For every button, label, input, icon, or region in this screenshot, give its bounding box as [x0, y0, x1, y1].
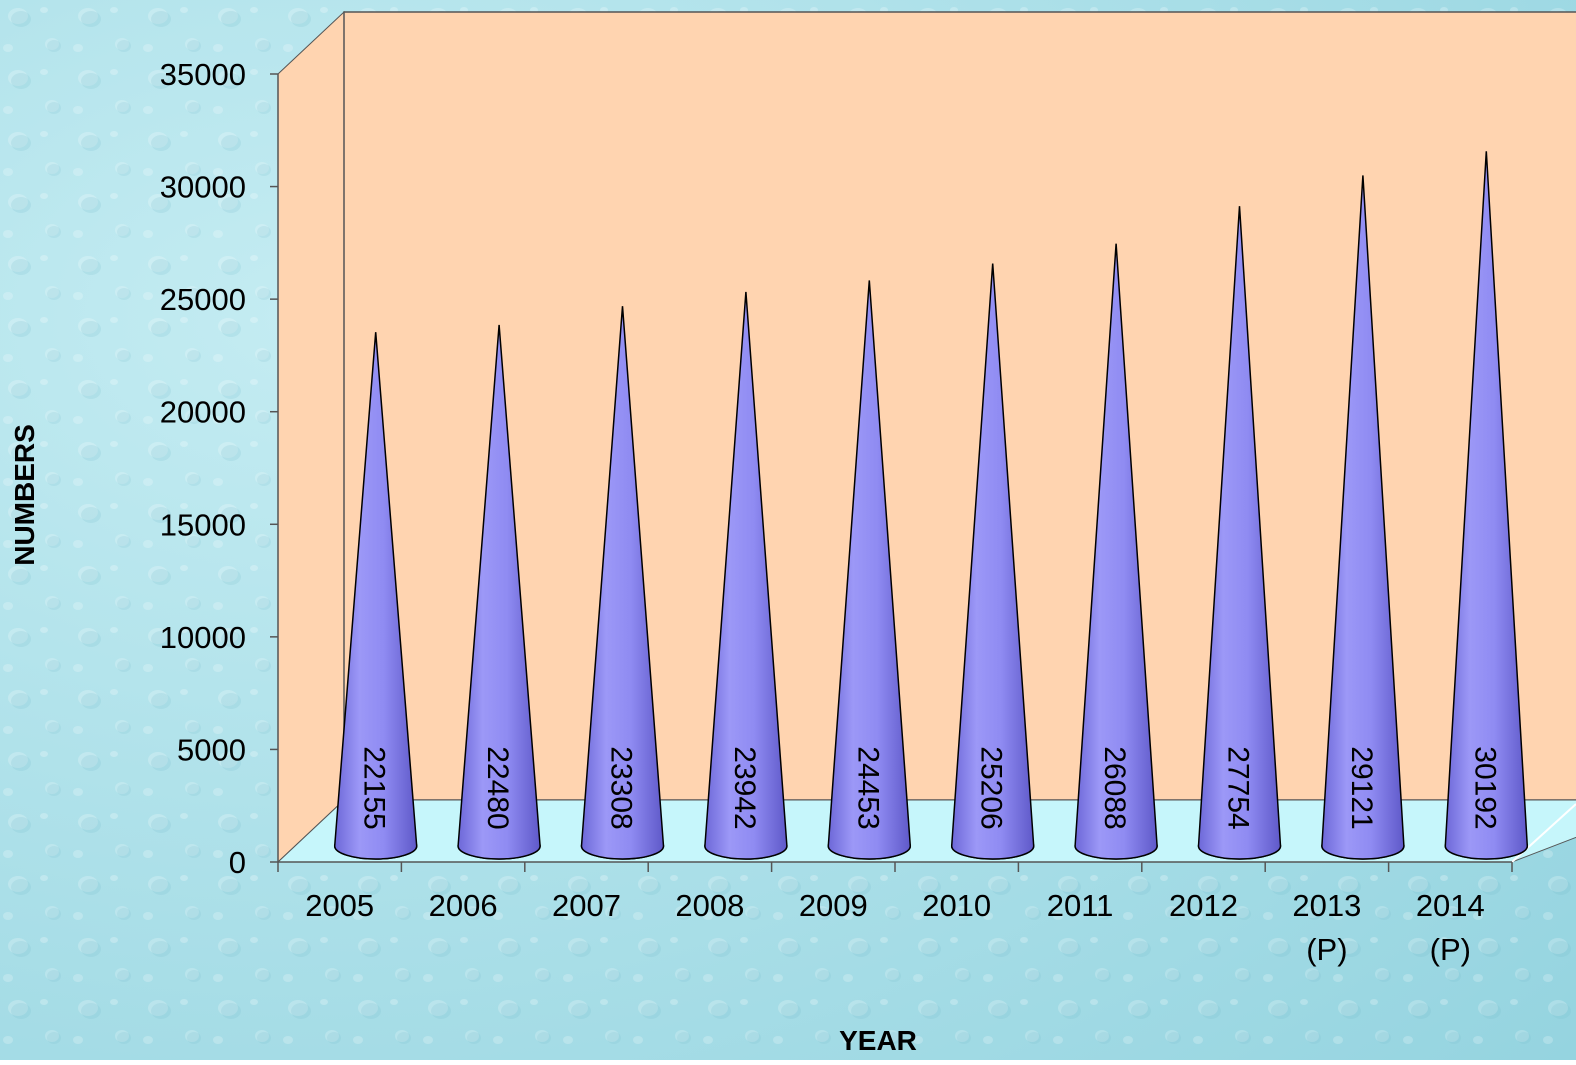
- x-tick-label: 2012: [1169, 888, 1238, 923]
- cone-bar: 27754: [1197, 206, 1282, 860]
- y-tick-label: 5000: [177, 732, 246, 767]
- y-tick-label: 25000: [160, 282, 246, 317]
- y-tick-label: 0: [229, 845, 246, 880]
- data-label: 24453: [851, 746, 884, 829]
- cone-bar: 30192: [1444, 151, 1529, 860]
- y-tick-label: 15000: [160, 507, 246, 542]
- y-tick-label: 10000: [160, 620, 246, 655]
- y-tick-label: 35000: [160, 57, 246, 92]
- y-tick-label: 30000: [160, 170, 246, 205]
- data-label: 25206: [975, 746, 1008, 829]
- x-tick-label: 2010: [922, 888, 991, 923]
- data-label: 22155: [358, 746, 391, 829]
- data-label: 29121: [1345, 746, 1378, 829]
- cone-bar: 22155: [333, 332, 418, 860]
- cone-body: [1321, 175, 1405, 860]
- x-tick-label: 2005: [305, 888, 374, 923]
- data-label: 26088: [1098, 746, 1131, 829]
- cone-body: [950, 263, 1035, 860]
- x-tick-label: 2013: [1292, 888, 1361, 923]
- x-tick-label: 2014: [1416, 888, 1485, 923]
- data-label: 22480: [481, 746, 514, 829]
- cone-body: [457, 324, 541, 860]
- y-tick-label: 20000: [160, 395, 246, 430]
- x-tick-label: 2006: [429, 888, 498, 923]
- x-tick-label: (P): [1430, 932, 1471, 967]
- data-label: 23942: [728, 746, 761, 829]
- cone-body: [1074, 243, 1158, 860]
- x-tick-label: 2008: [675, 888, 744, 923]
- cone-bar: 29121: [1321, 175, 1405, 860]
- y-axis: 0 5000 10000 15000 20000 25000 30000 35000: [160, 57, 279, 880]
- cone-body: [580, 306, 665, 860]
- side-wall: [277, 10, 345, 864]
- cone-bar: 22480: [457, 324, 541, 860]
- data-label: 27754: [1222, 746, 1255, 829]
- cone-bar: 23308: [580, 306, 665, 860]
- x-tick-label: 2011: [1047, 888, 1114, 923]
- cone-series: 22155 22480 23308 23942 24453 25206 26088 27754…: [333, 151, 1529, 860]
- x-tick-label: (P): [1306, 932, 1347, 967]
- cone-body: [704, 291, 788, 860]
- y-axis-title: NUMBERS: [9, 424, 40, 566]
- data-label: 23308: [605, 746, 638, 829]
- cone-bar: 23942: [704, 291, 788, 860]
- cone-body: [333, 332, 418, 860]
- x-tick-label: 2007: [552, 888, 621, 923]
- cone-bar: 26088: [1074, 243, 1158, 860]
- x-axis-title: YEAR: [839, 1025, 917, 1056]
- cone-body: [827, 280, 912, 860]
- cone-body: [1444, 151, 1529, 860]
- cone-bar: 24453: [827, 280, 912, 860]
- cone-body: [1197, 206, 1282, 860]
- data-label: 30192: [1468, 746, 1501, 829]
- cone-bar: 25206: [950, 263, 1035, 860]
- x-axis: 2005 2006 2007 2008 2009 2010 2011 2012 2013 (P) 2…: [277, 861, 1513, 967]
- x-tick-label: 2009: [799, 888, 868, 923]
